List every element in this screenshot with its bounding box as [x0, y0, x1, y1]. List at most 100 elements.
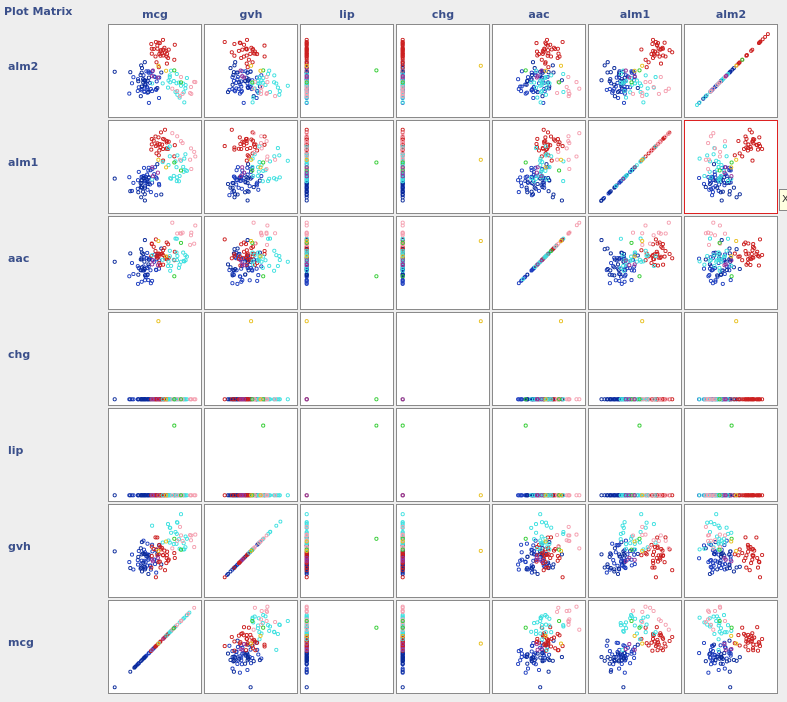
scatter-cell-alm1-vs-chg[interactable] [396, 120, 490, 214]
data-point [164, 493, 169, 498]
data-point [158, 130, 164, 135]
scatter-cell-alm2-vs-gvh[interactable] [204, 24, 298, 118]
data-point [129, 188, 135, 193]
data-point [244, 553, 249, 558]
data-point [236, 185, 241, 190]
data-point [717, 268, 722, 273]
data-point [374, 397, 379, 402]
scatter-cell-lip-vs-gvh[interactable] [204, 408, 298, 502]
data-point [712, 266, 717, 271]
data-point [663, 538, 668, 543]
data-point [608, 493, 613, 498]
scatter-cell-aac-vs-lip[interactable] [300, 216, 394, 310]
scatter-cell-alm2-vs-alm2[interactable] [684, 24, 778, 118]
scatter-cell-chg-vs-lip[interactable] [300, 312, 394, 406]
scatter-cell-lip-vs-chg[interactable] [396, 408, 490, 502]
scatter-cell-chg-vs-mcg[interactable] [108, 312, 202, 406]
scatter-cell-lip-vs-alm2[interactable] [684, 408, 778, 502]
data-point [231, 78, 236, 83]
scatter-cell-alm1-vs-gvh[interactable] [204, 120, 298, 214]
scatter-cell-gvh-vs-lip[interactable] [300, 504, 394, 598]
data-point [529, 551, 534, 556]
data-point [519, 89, 524, 94]
scatter-cell-alm2-vs-alm1[interactable] [588, 24, 682, 118]
data-point [304, 546, 309, 551]
data-point [400, 279, 405, 284]
data-point [400, 240, 405, 245]
data-point [304, 63, 309, 68]
scatter-cell-lip-vs-mcg[interactable] [108, 408, 202, 502]
data-point [707, 266, 713, 271]
data-point [743, 240, 748, 245]
data-point [611, 88, 616, 94]
data-point [519, 542, 524, 547]
scatter-cell-chg-vs-alm2[interactable] [684, 312, 778, 406]
data-point [238, 258, 243, 263]
scatter-cell-lip-vs-lip[interactable] [300, 408, 394, 502]
data-point [516, 87, 521, 92]
data-point [643, 532, 648, 537]
scatter-cell-chg-vs-chg[interactable] [396, 312, 490, 406]
data-point [740, 154, 745, 159]
scatter-cell-aac-vs-mcg[interactable] [108, 216, 202, 310]
data-point [232, 147, 237, 152]
scatter-cell-alm1-vs-aac[interactable] [492, 120, 586, 214]
scatter-cell-gvh-vs-chg[interactable] [396, 504, 490, 598]
data-point [650, 37, 656, 42]
data-point [172, 42, 177, 47]
scatter-cell-alm2-vs-aac[interactable] [492, 24, 586, 118]
data-point [400, 250, 405, 255]
scatter-cell-gvh-vs-mcg[interactable] [108, 504, 202, 598]
scatter-cell-aac-vs-chg[interactable] [396, 216, 490, 310]
data-point [614, 543, 619, 548]
scatter-cell-aac-vs-alm2[interactable] [684, 216, 778, 310]
scatter-cell-aac-vs-aac[interactable] [492, 216, 586, 310]
data-point [136, 169, 141, 174]
scatter-cell-alm2-vs-mcg[interactable] [108, 24, 202, 118]
scatter-cell-aac-vs-alm1[interactable] [588, 216, 682, 310]
data-point [629, 254, 634, 259]
scatter-cell-alm1-vs-alm2[interactable] [684, 120, 778, 214]
scatter-cell-gvh-vs-aac[interactable] [492, 504, 586, 598]
scatter-cell-chg-vs-aac[interactable] [492, 312, 586, 406]
data-point [165, 85, 171, 90]
scatter-cell-chg-vs-gvh[interactable] [204, 312, 298, 406]
data-point [153, 535, 158, 540]
scatter-cell-alm2-vs-chg[interactable] [396, 24, 490, 118]
scatter-cell-gvh-vs-alm1[interactable] [588, 504, 682, 598]
data-point [264, 230, 269, 235]
data-point [605, 562, 610, 567]
scatter-cell-lip-vs-alm1[interactable] [588, 408, 682, 502]
data-point [238, 41, 243, 46]
data-point [629, 168, 634, 173]
data-point [732, 153, 737, 158]
scatter-cell-alm1-vs-mcg[interactable] [108, 120, 202, 214]
data-point [245, 180, 250, 185]
data-point [630, 397, 636, 402]
data-point [160, 257, 165, 262]
data-point [658, 61, 664, 66]
data-point [160, 81, 165, 86]
data-point [139, 540, 144, 545]
data-point [640, 524, 645, 529]
data-point [158, 53, 163, 58]
scatter-plot-alm1-vs-lip [304, 127, 379, 203]
scatter-cell-chg-vs-alm1[interactable] [588, 312, 682, 406]
data-point [256, 250, 261, 255]
data-point [542, 89, 547, 94]
data-point [519, 184, 524, 189]
scatter-cell-alm1-vs-alm1[interactable] [588, 120, 682, 214]
scatter-cell-lip-vs-aac[interactable] [492, 408, 586, 502]
scatter-cell-aac-vs-gvh[interactable] [204, 216, 298, 310]
scatter-cell-gvh-vs-alm2[interactable] [684, 504, 778, 598]
scatter-cell-gvh-vs-gvh[interactable] [204, 504, 298, 598]
data-point [529, 189, 534, 194]
data-point [168, 525, 173, 530]
data-point [264, 166, 269, 172]
data-point [608, 70, 613, 75]
data-point [661, 553, 666, 558]
scatter-cell-alm2-vs-lip[interactable] [300, 24, 394, 118]
data-point [178, 397, 184, 402]
scatter-cell-alm1-vs-lip[interactable] [300, 120, 394, 214]
data-point [277, 493, 282, 498]
